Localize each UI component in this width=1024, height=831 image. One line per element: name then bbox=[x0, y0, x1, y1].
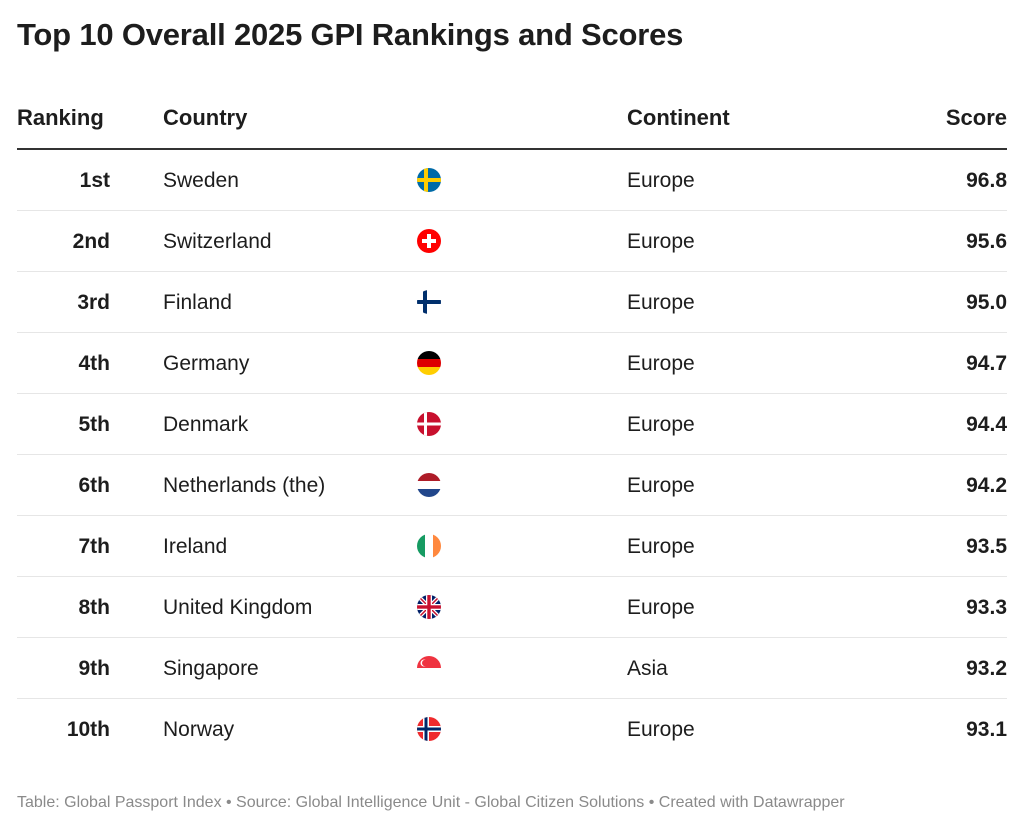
rank-cell: 3rd bbox=[77, 291, 110, 314]
country-cell: Germany bbox=[163, 352, 250, 375]
flag-nl-icon bbox=[417, 473, 441, 497]
country-cell: Denmark bbox=[163, 413, 249, 436]
rank-cell: 10th bbox=[66, 718, 110, 741]
country-cell: Sweden bbox=[163, 169, 239, 192]
table-title: Top 10 Overall 2025 GPI Rankings and Sco… bbox=[17, 17, 684, 52]
flag-ch-icon bbox=[417, 229, 441, 253]
continent-cell: Europe bbox=[627, 230, 695, 253]
flag-de-icon bbox=[417, 351, 441, 375]
header-country[interactable]: Country bbox=[163, 105, 248, 130]
table-row: 3rd Finland Europe 95.0 bbox=[17, 272, 1007, 333]
score-cell: 94.2 bbox=[966, 474, 1007, 497]
table-row: 8th United Kingdom Europe 93.3 bbox=[17, 577, 1007, 638]
header-ranking[interactable]: Ranking bbox=[17, 105, 104, 130]
score-cell: 95.6 bbox=[966, 230, 1007, 253]
continent-cell: Europe bbox=[627, 596, 695, 619]
flag-se-icon bbox=[417, 168, 441, 192]
country-cell: Singapore bbox=[163, 657, 259, 680]
continent-cell: Europe bbox=[627, 718, 695, 741]
table-row: 2nd Switzerland Europe 95.6 bbox=[17, 211, 1007, 272]
flag-fi-icon bbox=[417, 290, 441, 314]
table-row: 5th Denmark Europe 94.4 bbox=[17, 394, 1007, 455]
rank-cell: 7th bbox=[78, 535, 111, 558]
table-row: 7th Ireland Europe 93.5 bbox=[17, 516, 1007, 577]
score-cell: 93.1 bbox=[966, 718, 1007, 741]
flag-no-icon bbox=[417, 717, 441, 741]
country-cell: Finland bbox=[163, 291, 232, 314]
table-row: 6th Netherlands (the) Europe 94.2 bbox=[17, 455, 1007, 516]
score-cell: 94.4 bbox=[966, 413, 1007, 436]
score-cell: 93.3 bbox=[966, 596, 1007, 619]
country-cell: Netherlands (the) bbox=[163, 474, 326, 497]
rank-cell: 9th bbox=[78, 657, 111, 680]
rank-cell: 4th bbox=[78, 352, 111, 375]
continent-cell: Europe bbox=[627, 535, 695, 558]
header-score[interactable]: Score bbox=[945, 105, 1007, 130]
country-cell: Switzerland bbox=[163, 230, 272, 253]
score-cell: 94.7 bbox=[966, 352, 1007, 375]
table-row: 1st Sweden Europe 96.8 bbox=[17, 150, 1007, 211]
continent-cell: Europe bbox=[627, 413, 695, 436]
continent-cell: Europe bbox=[627, 352, 695, 375]
flag-ie-icon bbox=[417, 534, 441, 558]
country-cell: Norway bbox=[163, 718, 235, 741]
country-cell: United Kingdom bbox=[163, 596, 313, 619]
table-body: 1st Sweden Europe 96.8 2nd Switzerland Europe 9… bbox=[17, 150, 1007, 759]
rankings-table: Ranking Country Continent Score 1st Swede… bbox=[17, 96, 1007, 759]
rank-cell: 1st bbox=[79, 169, 110, 192]
header-continent[interactable]: Continent bbox=[627, 105, 730, 130]
table-row: 4th Germany Europe 94.7 bbox=[17, 333, 1007, 394]
continent-cell: Asia bbox=[627, 657, 668, 680]
table-row: 9th Singapore Asia 93.2 bbox=[17, 638, 1007, 699]
continent-cell: Europe bbox=[627, 474, 695, 497]
flag-gb-icon bbox=[417, 595, 441, 619]
continent-cell: Europe bbox=[627, 291, 695, 314]
rank-cell: 5th bbox=[78, 413, 111, 436]
score-cell: 95.0 bbox=[966, 291, 1007, 314]
flag-sg-icon bbox=[417, 656, 441, 680]
rank-cell: 2nd bbox=[72, 230, 110, 253]
table-header: Ranking Country Continent Score bbox=[17, 96, 1007, 150]
country-cell: Ireland bbox=[163, 535, 228, 558]
score-cell: 93.2 bbox=[966, 657, 1007, 680]
flag-dk-icon bbox=[417, 412, 441, 436]
rank-cell: 6th bbox=[78, 474, 111, 497]
rank-cell: 8th bbox=[78, 596, 111, 619]
score-cell: 96.8 bbox=[966, 169, 1007, 192]
table-row: 10th Norway Europe 93.1 bbox=[17, 699, 1007, 759]
score-cell: 93.5 bbox=[966, 535, 1007, 558]
footer-source: Table: Global Passport Index • Source: G… bbox=[17, 794, 845, 811]
continent-cell: Europe bbox=[627, 169, 695, 192]
